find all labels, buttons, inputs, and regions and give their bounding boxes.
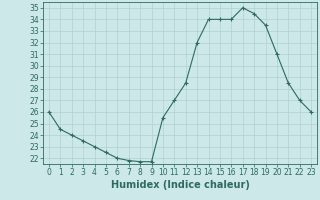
X-axis label: Humidex (Indice chaleur): Humidex (Indice chaleur): [111, 180, 249, 190]
